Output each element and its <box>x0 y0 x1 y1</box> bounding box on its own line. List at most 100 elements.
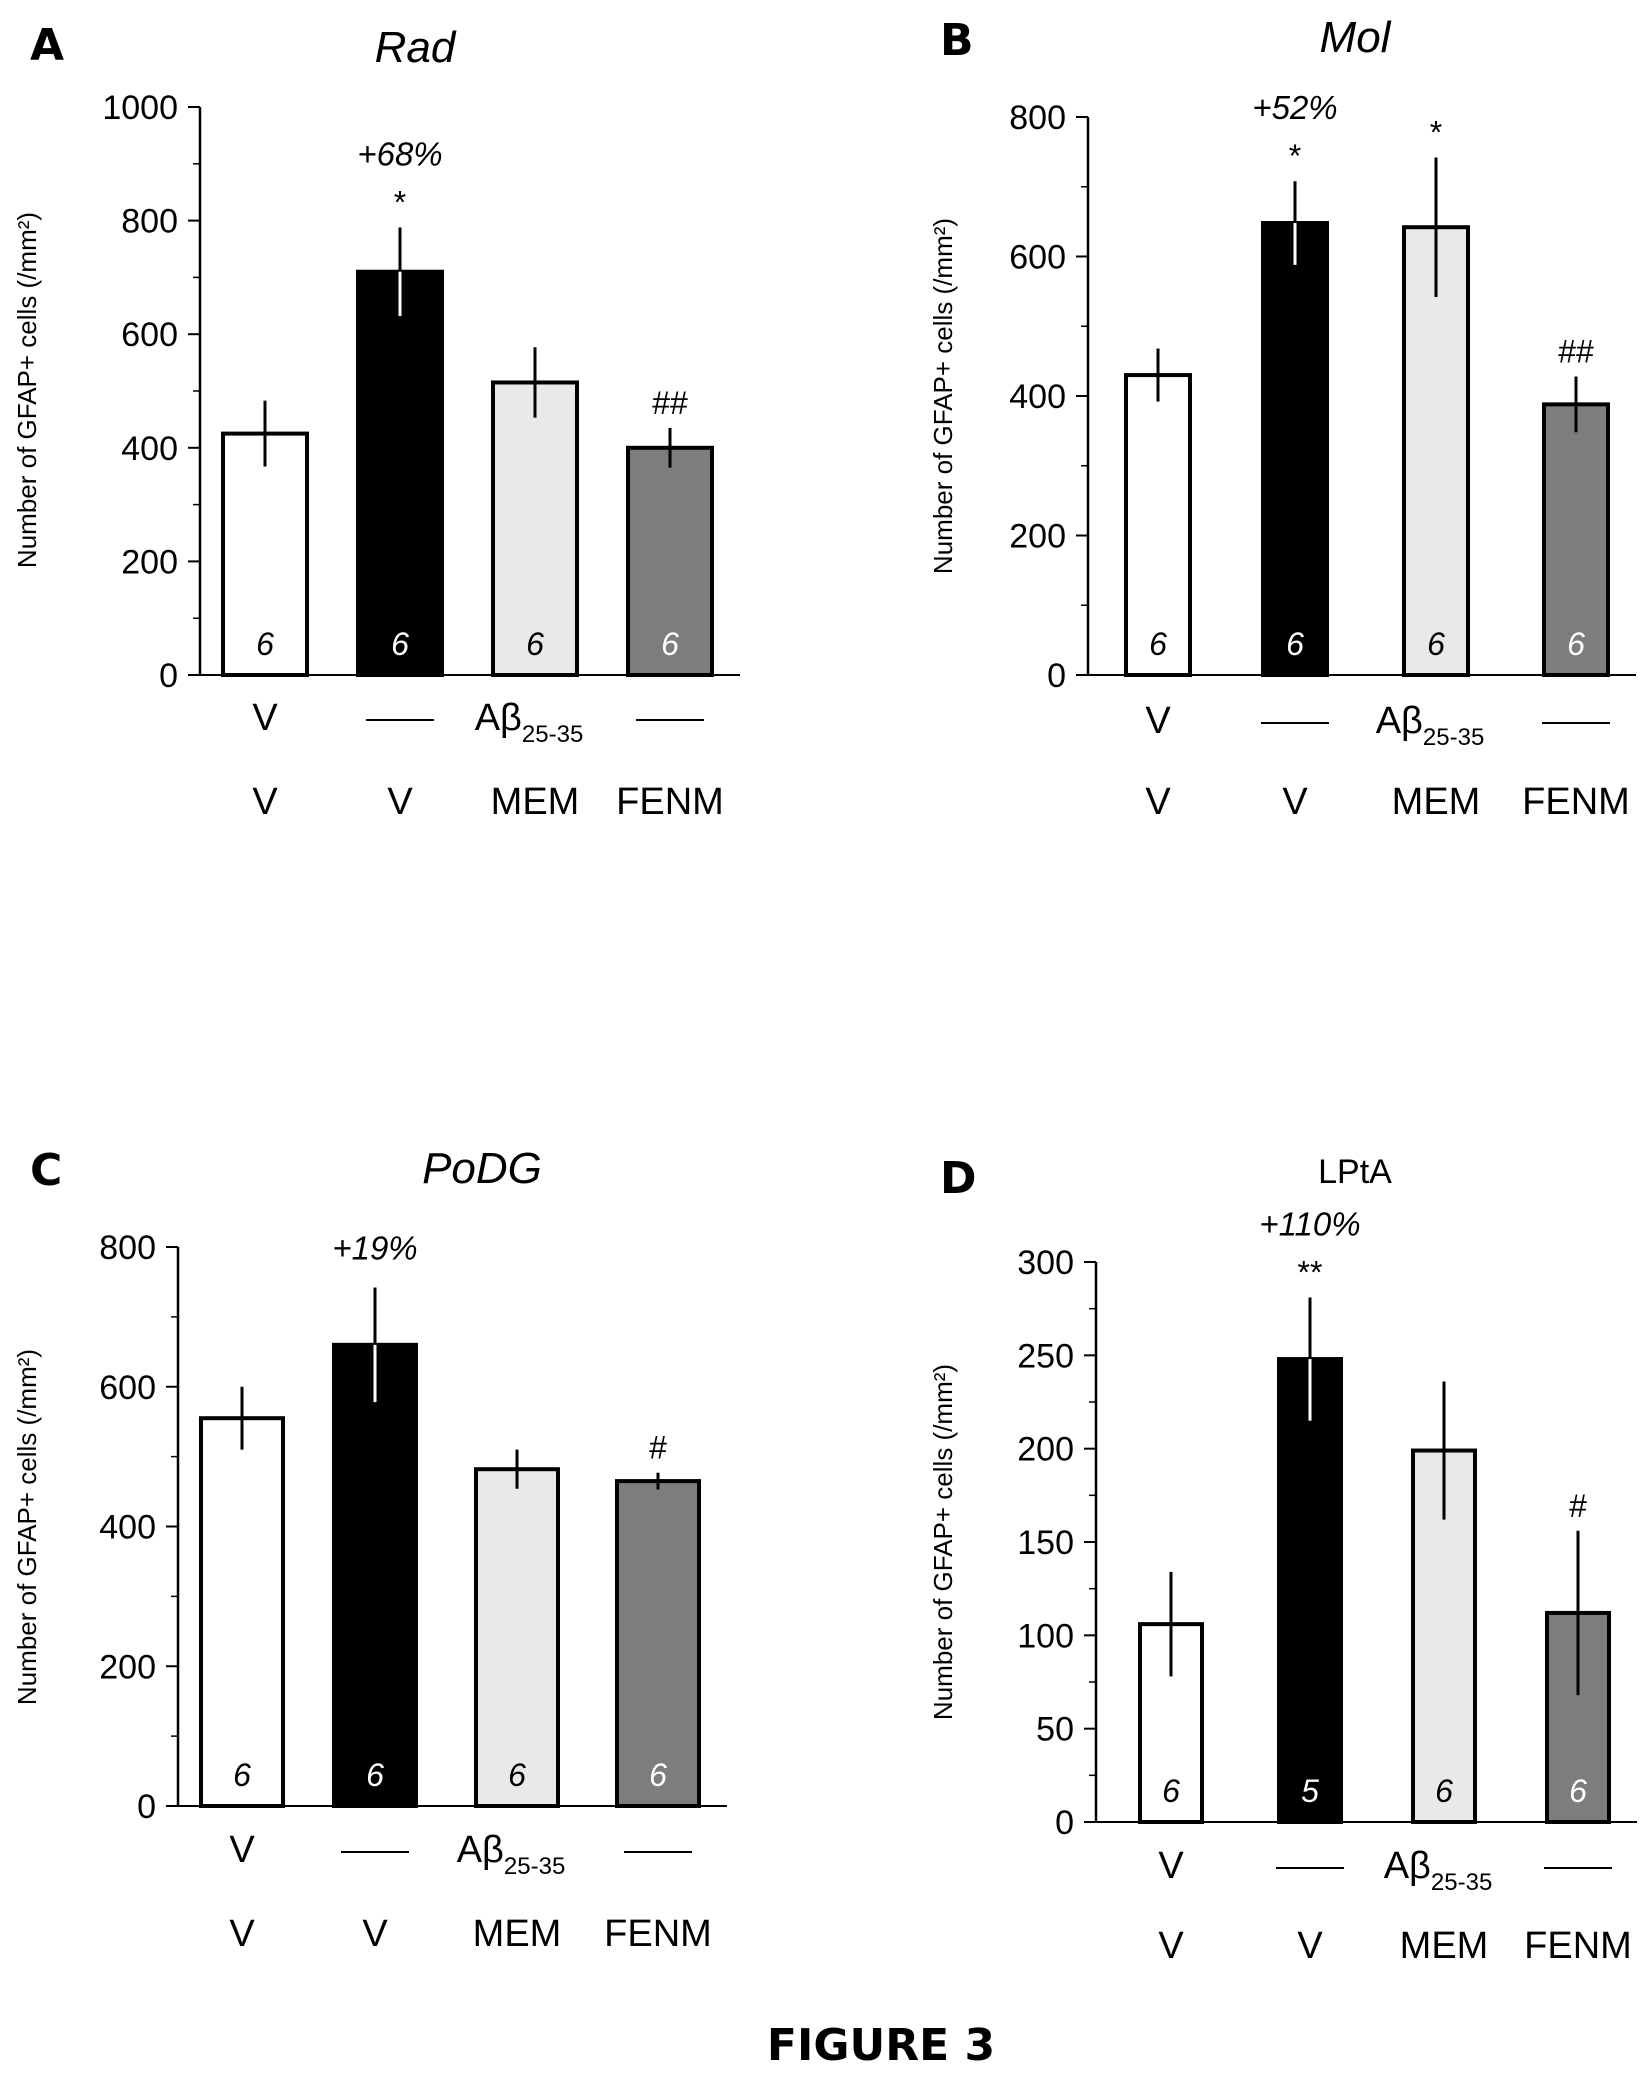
bar <box>1124 373 1192 677</box>
x-tick-label: FENM <box>616 781 724 823</box>
y-axis-label: Number of GFAP+ cells (/mm²) <box>12 1349 42 1705</box>
y-tick-label: 150 <box>1017 1524 1074 1562</box>
chart-panel-b: B Mol 0 200 400 600 800 Number of GFAP+ cells (… <box>928 13 1636 823</box>
y-tick-label: 800 <box>1009 99 1066 137</box>
y-tick-label: 200 <box>1017 1431 1074 1469</box>
y-tick-label: 0 <box>1055 1804 1074 1842</box>
abeta-subscript: 25-35 <box>504 1853 565 1880</box>
abeta-symbol: Aβ <box>1384 1845 1431 1887</box>
significance-label: # <box>649 1430 667 1466</box>
n-label: 6 <box>366 1757 384 1793</box>
y-tick-label: 0 <box>137 1788 156 1826</box>
y-tick-label: 200 <box>121 543 178 581</box>
percent-change-label: +52% <box>1252 89 1337 126</box>
percent-change-label: +110% <box>1259 1205 1360 1242</box>
x-tick-label: V <box>252 781 278 823</box>
significance-label: ## <box>1558 333 1594 369</box>
bar <box>1545 1610 1611 1825</box>
panel-letter: D <box>940 1153 977 1204</box>
n-label: 6 <box>661 626 679 662</box>
percent-change-label: +19% <box>332 1230 417 1267</box>
y-tick-label: 800 <box>121 203 178 241</box>
n-label: 6 <box>1427 626 1445 662</box>
significance-label: ** <box>1298 1254 1323 1290</box>
n-label: 6 <box>649 1757 667 1793</box>
panel-letter: A <box>30 20 64 71</box>
chart-title: LPtA <box>1318 1153 1392 1191</box>
bar <box>332 1342 418 1808</box>
y-tick-label: 800 <box>99 1229 156 1267</box>
y-tick-label: 400 <box>1009 378 1066 416</box>
abeta-subscript: 25-35 <box>1423 724 1484 751</box>
panel-letter: C <box>30 1145 62 1196</box>
x-tick-label: V <box>362 1913 388 1955</box>
condition-label-vehicle: V <box>229 1829 255 1871</box>
y-tick-label: 250 <box>1017 1337 1074 1375</box>
bar <box>615 1479 701 1809</box>
bar <box>221 431 309 677</box>
chart-panel-a: A Rad 0 200 400 600 800 1000 Number of GFAP+ cel… <box>12 20 740 823</box>
y-tick-label: 0 <box>1047 657 1066 695</box>
y-tick-label: 600 <box>1009 239 1066 277</box>
n-label: 6 <box>1567 626 1585 662</box>
x-tick-label: MEM <box>491 781 580 823</box>
chart-panel-c: C PoDG 0 200 400 600 800 Number of GFAP+ cells … <box>12 1144 727 1955</box>
y-axis-label: Number of GFAP+ cells (/mm²) <box>928 1364 958 1720</box>
x-tick-label: MEM <box>1400 1925 1489 1967</box>
n-label: 6 <box>526 626 544 662</box>
x-tick-label: V <box>1282 781 1308 823</box>
abeta-symbol: Aβ <box>475 697 522 739</box>
n-label: 6 <box>1435 1773 1453 1809</box>
condition-label-abeta: Aβ25-35 <box>457 1829 566 1880</box>
condition-label-vehicle: V <box>1145 700 1171 742</box>
abeta-symbol: Aβ <box>457 1829 504 1871</box>
significance-label: * <box>1430 114 1442 150</box>
y-tick-label: 300 <box>1017 1244 1074 1282</box>
y-tick-label: 0 <box>159 657 178 695</box>
bar <box>474 1467 560 1808</box>
chart-panel-d: D LPtA 0 50 100 150 200 250 300 Number of GFAP+ c… <box>928 1153 1637 1967</box>
abeta-symbol: Aβ <box>1376 700 1423 742</box>
y-tick-label: 200 <box>1009 518 1066 556</box>
x-tick-label: MEM <box>473 1913 562 1955</box>
x-tick-label: V <box>1297 1925 1323 1967</box>
percent-change-label: +68% <box>357 135 442 172</box>
y-tick-label: 50 <box>1036 1711 1074 1749</box>
bar <box>1402 225 1470 678</box>
n-label: 6 <box>256 626 274 662</box>
bar <box>1542 402 1610 677</box>
n-label: 6 <box>1569 1773 1587 1809</box>
n-label: 6 <box>1286 626 1304 662</box>
y-axis-label: Number of GFAP+ cells (/mm²) <box>12 212 42 568</box>
chart-title: Rad <box>375 23 457 72</box>
chart-title: Mol <box>1320 13 1392 62</box>
y-tick-label: 400 <box>121 430 178 468</box>
significance-label: * <box>394 184 406 220</box>
x-tick-label: MEM <box>1392 781 1481 823</box>
y-tick-label: 600 <box>99 1369 156 1407</box>
bar <box>356 269 444 677</box>
significance-label: # <box>1569 1488 1587 1524</box>
condition-label-abeta: Aβ25-35 <box>1376 700 1485 751</box>
figure-caption: FIGURE 3 <box>767 2020 995 2071</box>
bar <box>491 380 579 677</box>
x-tick-label: V <box>1145 781 1171 823</box>
x-tick-label: FENM <box>1522 781 1630 823</box>
bar <box>199 1416 285 1808</box>
condition-label-abeta: Aβ25-35 <box>1384 1845 1493 1896</box>
x-tick-label: FENM <box>604 1913 712 1955</box>
significance-label: * <box>1289 138 1301 174</box>
condition-label-abeta: Aβ25-35 <box>475 697 584 748</box>
n-label: 5 <box>1301 1773 1319 1809</box>
y-axis-label: Number of GFAP+ cells (/mm²) <box>928 218 958 574</box>
significance-label: ## <box>652 385 688 421</box>
n-label: 6 <box>391 626 409 662</box>
n-label: 6 <box>1149 626 1167 662</box>
y-tick-label: 600 <box>121 316 178 354</box>
y-tick-label: 400 <box>99 1509 156 1547</box>
n-label: 6 <box>1162 1773 1180 1809</box>
y-tick-label: 100 <box>1017 1617 1074 1655</box>
bar <box>1277 1357 1343 1824</box>
x-tick-label: V <box>229 1913 255 1955</box>
chart-title: PoDG <box>422 1144 542 1193</box>
